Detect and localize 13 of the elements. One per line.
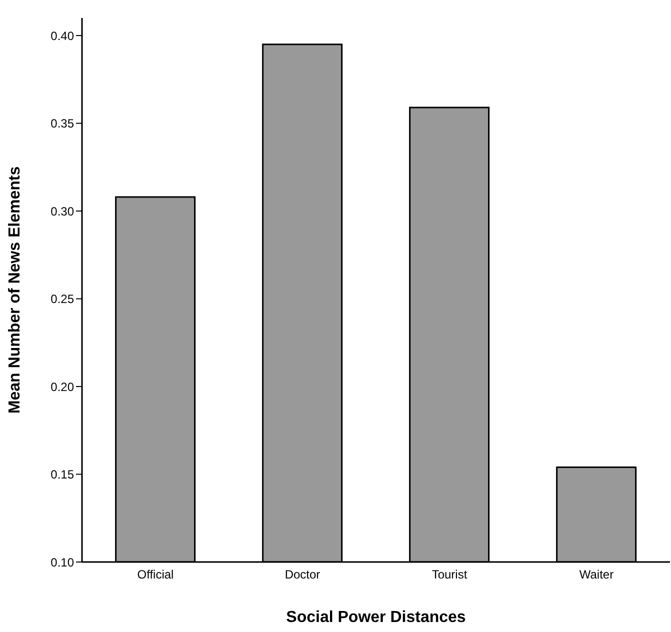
- y-tick-label: 0.10: [50, 555, 74, 570]
- x-tick-label: Waiter: [579, 568, 614, 582]
- x-axis-title: Social Power Distances: [286, 609, 466, 626]
- y-tick-label: 0.30: [50, 204, 74, 218]
- x-tick-label: Tourist: [432, 568, 468, 582]
- y-tick-label: 0.40: [50, 28, 74, 43]
- y-tick-label: 0.25: [50, 292, 74, 306]
- x-tick-label: Doctor: [284, 568, 320, 582]
- y-tick-label: 0.35: [50, 116, 74, 131]
- x-tick-label: Official: [137, 568, 174, 582]
- y-axis-title: Mean Number of News Elements: [6, 166, 24, 414]
- y-tick-label: 0.20: [50, 380, 74, 394]
- y-tick-label: 0.15: [50, 468, 74, 482]
